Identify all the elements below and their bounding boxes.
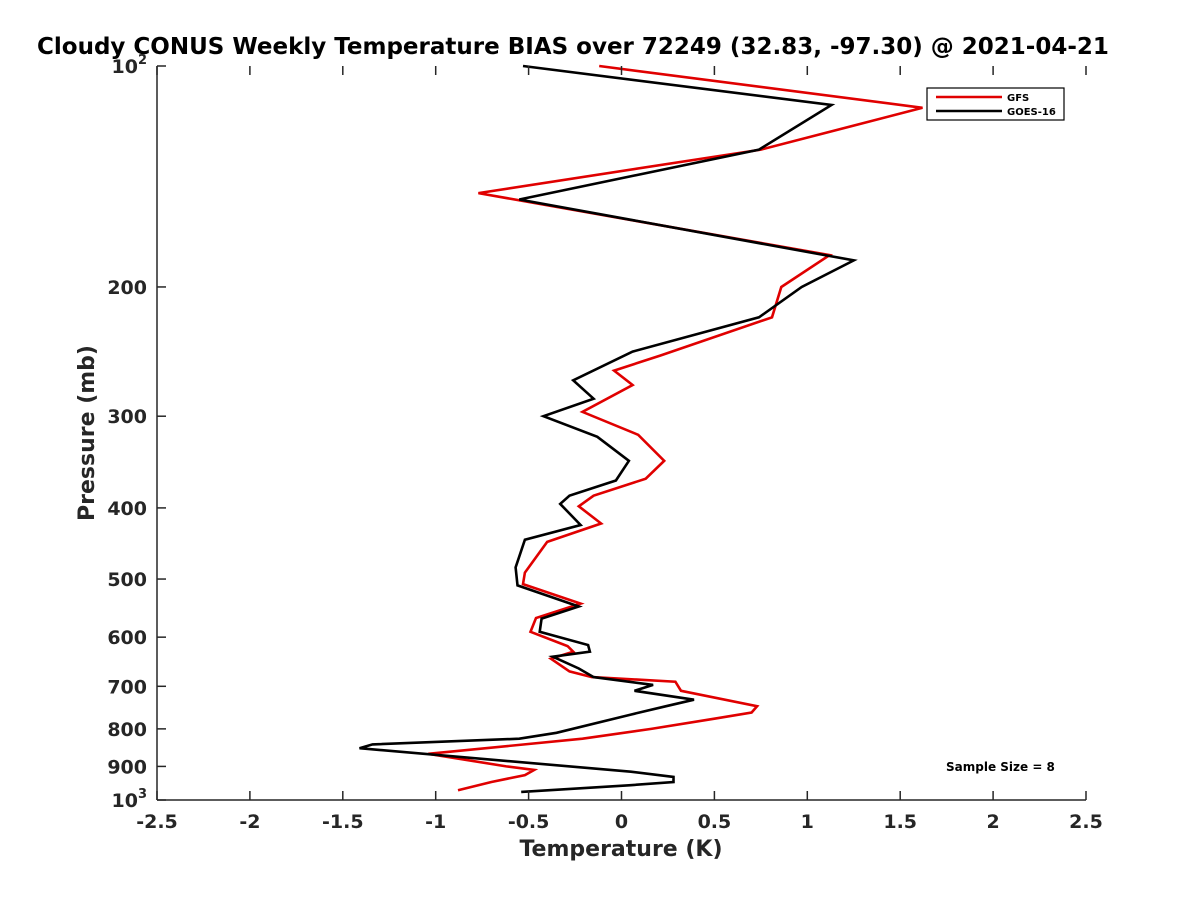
y-tick-label-exponent: 2 bbox=[138, 53, 147, 68]
x-axis-ticks: -2.5 -2 -1.5 -1 -0.5 0 0.5 1 1.5 2 2.5 bbox=[136, 66, 1103, 833]
y-tick-label: 800 bbox=[107, 719, 147, 741]
x-tick-label: 2.5 bbox=[1069, 811, 1103, 833]
x-tick-label: -1.5 bbox=[322, 811, 364, 833]
y-axis-label: Pressure (mb) bbox=[75, 345, 100, 521]
y-tick-label-base: 800 bbox=[107, 719, 147, 741]
chart-title: Cloudy CONUS Weekly Temperature BIAS ove… bbox=[37, 34, 1109, 60]
series-line-gfs bbox=[428, 64, 923, 792]
y-tick-label: 600 bbox=[107, 627, 147, 649]
y-tick-label-base: 300 bbox=[107, 406, 147, 428]
y-tick-label: 700 bbox=[107, 676, 147, 698]
x-tick-label: 2 bbox=[986, 811, 999, 833]
x-tick-label: -1 bbox=[425, 811, 446, 833]
y-tick-label: 200 bbox=[107, 277, 147, 299]
x-tick-label: 1.5 bbox=[883, 811, 917, 833]
y-tick-label: 500 bbox=[107, 569, 147, 591]
y-tick-label: 102 bbox=[112, 53, 148, 78]
y-tick-label: 900 bbox=[107, 756, 147, 778]
y-tick-label-base: 10 bbox=[112, 56, 138, 78]
x-tick-label: -0.5 bbox=[508, 811, 550, 833]
legend-label-gfs: GFS bbox=[1007, 93, 1029, 104]
y-tick-label-base: 500 bbox=[107, 569, 147, 591]
x-tick-label: 1 bbox=[801, 811, 814, 833]
series-layer bbox=[359, 64, 923, 794]
y-tick-label-base: 700 bbox=[107, 676, 147, 698]
y-tick-label-base: 400 bbox=[107, 498, 147, 520]
x-tick-label: 0.5 bbox=[698, 811, 732, 833]
y-tick-label-exponent: 3 bbox=[138, 787, 147, 802]
legend-box bbox=[926, 87, 1065, 121]
y-tick-label-base: 200 bbox=[107, 277, 147, 299]
x-axis-label: Temperature (K) bbox=[519, 837, 722, 862]
y-tick-label: 400 bbox=[107, 498, 147, 520]
x-tick-label: -2.5 bbox=[136, 811, 178, 833]
y-tick-label-base: 600 bbox=[107, 627, 147, 649]
legend: GFS GOES-16 bbox=[926, 87, 1065, 121]
y-tick-label-base: 900 bbox=[107, 756, 147, 778]
x-tick-label: -2 bbox=[239, 811, 260, 833]
x-tick-label: 0 bbox=[615, 811, 628, 833]
y-tick-label-base: 10 bbox=[112, 790, 138, 812]
legend-label-goes16: GOES-16 bbox=[1007, 107, 1056, 118]
sample-size-annotation: Sample Size = 8 bbox=[946, 760, 1055, 774]
y-tick-label: 103 bbox=[112, 787, 148, 812]
y-tick-label: 300 bbox=[107, 406, 147, 428]
series-line-goes-16 bbox=[359, 64, 858, 794]
